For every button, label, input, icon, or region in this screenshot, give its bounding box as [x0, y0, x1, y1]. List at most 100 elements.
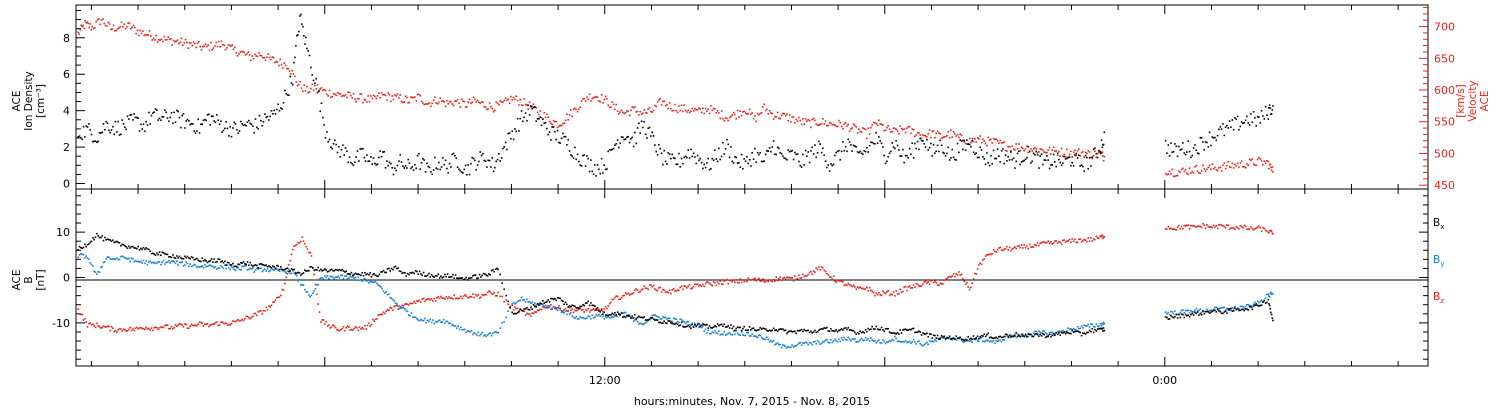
velocity-point: [1179, 171, 1182, 174]
density-point: [778, 147, 780, 150]
velocity-point: [1011, 145, 1013, 147]
velocity-point: [378, 92, 380, 94]
density-point: [952, 156, 955, 159]
bz-point: [994, 250, 996, 253]
density-point: [443, 163, 445, 166]
bx-point: [631, 315, 633, 318]
velocity-point: [154, 39, 156, 41]
velocity-point: [980, 141, 983, 144]
density-point: [802, 153, 804, 156]
velocity-point: [1266, 160, 1268, 162]
velocity-point: [476, 99, 479, 102]
bx-point: [1270, 311, 1272, 314]
bz-point: [1244, 225, 1247, 228]
density-point: [931, 155, 933, 157]
bz-point: [722, 283, 724, 286]
bz-point: [920, 285, 923, 287]
velocity-point: [708, 112, 711, 115]
velocity-point: [471, 101, 473, 104]
density-point: [1099, 150, 1102, 153]
velocity-point: [351, 97, 353, 99]
velocity-point: [168, 38, 171, 41]
density-point: [499, 160, 501, 162]
density-point: [651, 131, 653, 134]
density-point: [301, 23, 303, 25]
velocity-point: [270, 58, 272, 61]
velocity-point: [590, 100, 592, 102]
by-point: [126, 258, 129, 260]
bx-point: [644, 319, 647, 321]
density-point: [718, 147, 720, 150]
bz-point: [194, 324, 197, 326]
velocity-point: [798, 116, 800, 119]
by-point: [786, 347, 788, 349]
bz-point: [942, 283, 944, 285]
density-point: [768, 147, 771, 149]
density-point: [240, 120, 242, 123]
bx-point: [296, 272, 298, 274]
bz-point: [436, 297, 438, 299]
bx-point: [344, 271, 346, 273]
density-point: [480, 154, 483, 157]
velocity-point: [1183, 170, 1186, 173]
by-point: [631, 317, 633, 319]
density-point: [118, 134, 121, 136]
bx-point: [552, 298, 555, 300]
bz-point: [258, 310, 261, 312]
velocity-point: [664, 104, 667, 107]
bz-point: [358, 326, 361, 328]
bz-point: [967, 286, 969, 288]
by-point: [807, 344, 809, 346]
bx-point: [608, 314, 611, 316]
bz-point: [164, 324, 166, 327]
density-point: [806, 155, 808, 157]
by-point: [704, 328, 707, 331]
density-point: [942, 151, 944, 154]
bx-point: [294, 272, 297, 274]
density-point: [430, 171, 432, 173]
by-point: [280, 268, 282, 270]
velocity-point: [643, 109, 645, 111]
density-point: [890, 150, 892, 153]
bz-point: [798, 274, 800, 277]
bx-point: [686, 325, 688, 328]
bx-point: [490, 269, 493, 272]
bz-point: [900, 291, 903, 294]
velocity-point: [143, 34, 145, 37]
density-point: [510, 137, 512, 140]
by-point: [212, 265, 214, 268]
by-point: [405, 309, 407, 312]
velocity-point: [423, 103, 425, 106]
by-point: [940, 336, 943, 339]
by-point: [834, 338, 836, 341]
by-point: [826, 338, 828, 341]
density-point: [631, 136, 633, 139]
bz-point: [766, 279, 768, 282]
density-point: [330, 146, 332, 148]
velocity-point: [487, 108, 489, 110]
bz-point: [832, 275, 835, 277]
top-right-tick-label: 700: [1434, 21, 1455, 34]
bz-point: [622, 295, 624, 297]
bz-point: [730, 279, 732, 282]
velocity-point: [684, 109, 687, 112]
density-point: [1236, 115, 1239, 118]
velocity-point: [907, 125, 909, 128]
bz-point: [528, 313, 531, 315]
velocity-point: [1230, 166, 1232, 169]
velocity-point: [571, 115, 573, 118]
bz-point: [98, 325, 101, 328]
bz-point: [898, 292, 900, 295]
by-point: [522, 299, 524, 301]
density-point: [536, 118, 539, 120]
bx-point: [1196, 311, 1199, 313]
by-point: [1171, 311, 1174, 313]
bz-point: [1048, 242, 1051, 244]
velocity-point: [835, 125, 837, 128]
bx-point: [240, 261, 242, 264]
density-point: [979, 146, 981, 149]
density-point: [934, 152, 936, 154]
density-point: [168, 120, 170, 123]
bz-point: [476, 295, 478, 297]
